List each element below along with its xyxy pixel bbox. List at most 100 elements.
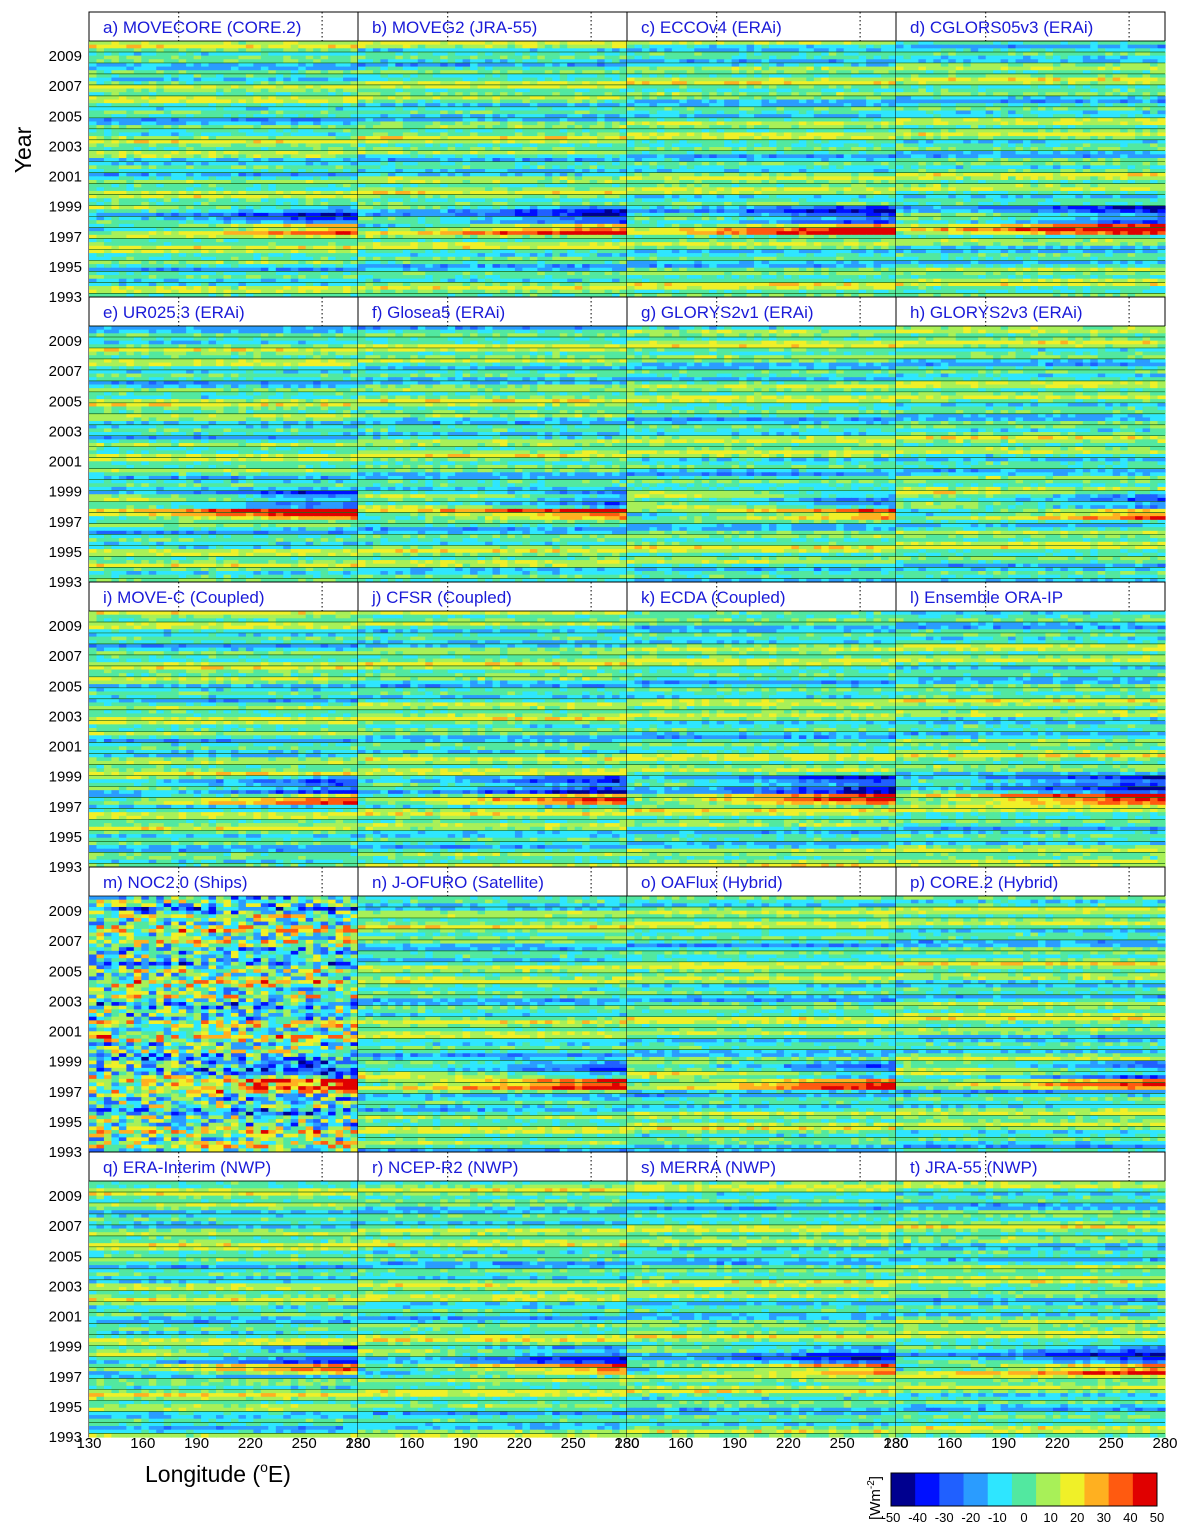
- heat-cell: [313, 129, 321, 133]
- heat-cell: [209, 121, 217, 125]
- heat-cell: [164, 275, 172, 279]
- heat-cell: [216, 45, 224, 49]
- heat-cell: [141, 162, 149, 166]
- heat-cell: [194, 85, 202, 89]
- heat-cell: [134, 63, 142, 67]
- heat-cell: [179, 56, 187, 60]
- heat-cell: [388, 41, 396, 45]
- heat-cell: [276, 56, 284, 60]
- heat-cell: [194, 249, 202, 253]
- heat-cell: [156, 89, 164, 93]
- heat-cell: [141, 110, 149, 114]
- heat-cell: [313, 195, 321, 199]
- heat-cell: [126, 154, 134, 158]
- heat-cell: [134, 282, 142, 286]
- heat-cell: [179, 154, 187, 158]
- heat-cell: [126, 132, 134, 136]
- heat-cell: [179, 165, 187, 169]
- heat-cell: [186, 143, 194, 147]
- heat-cell: [291, 85, 299, 89]
- heat-cell: [149, 286, 157, 290]
- heat-cell: [321, 151, 329, 155]
- heat-cell: [238, 151, 246, 155]
- heat-cell: [522, 41, 530, 45]
- heat-cell: [209, 187, 217, 191]
- heat-cell: [328, 176, 336, 180]
- heat-cell: [149, 217, 157, 221]
- heat-cell: [268, 56, 276, 60]
- heat-cell: [291, 264, 299, 268]
- heat-cell: [201, 260, 209, 264]
- heat-cell: [119, 176, 127, 180]
- heat-cell: [328, 220, 336, 224]
- heat-cell: [104, 63, 112, 67]
- heat-cell: [134, 78, 142, 82]
- heat-cell: [224, 74, 232, 78]
- heat-cell: [104, 100, 112, 104]
- heat-cell: [134, 74, 142, 78]
- heat-cell: [253, 121, 261, 125]
- heat-cell: [440, 41, 448, 45]
- heat-cell: [276, 118, 284, 122]
- heat-cell: [351, 187, 359, 191]
- heat-cell: [164, 154, 172, 158]
- heat-cell: [149, 228, 157, 232]
- heat-cell: [119, 242, 127, 246]
- heat-cell: [253, 198, 261, 202]
- heat-cell: [164, 132, 172, 136]
- heat-cell: [343, 78, 351, 82]
- heat-cell: [261, 220, 269, 224]
- heat-cell: [96, 78, 104, 82]
- heat-cell: [283, 107, 291, 111]
- heat-cell: [194, 198, 202, 202]
- heat-cell: [216, 151, 224, 155]
- heat-cell: [119, 85, 127, 89]
- heat-cell: [313, 45, 321, 49]
- heat-cell: [351, 143, 359, 147]
- heat-cell: [126, 165, 134, 169]
- heat-cell: [104, 253, 112, 257]
- heat-cell: [186, 74, 194, 78]
- heat-cell: [351, 67, 359, 71]
- heat-cell: [96, 249, 104, 253]
- heat-cell: [328, 264, 336, 268]
- heat-cell: [291, 100, 299, 104]
- heat-cell: [253, 100, 261, 104]
- heat-cell: [194, 264, 202, 268]
- heat-cell: [96, 162, 104, 166]
- heat-cell: [246, 143, 254, 147]
- heat-cell: [336, 67, 344, 71]
- heat-cell: [164, 129, 172, 133]
- heat-cell: [111, 162, 119, 166]
- heat-cell: [111, 275, 119, 279]
- heat-cell: [201, 132, 209, 136]
- heat-cell: [321, 195, 329, 199]
- heat-cell: [89, 176, 97, 180]
- heat-cell: [156, 217, 164, 221]
- heat-cell: [351, 173, 359, 177]
- heat-cell: [164, 165, 172, 169]
- heat-cell: [119, 249, 127, 253]
- heat-cell: [298, 89, 306, 93]
- heat-cell: [134, 238, 142, 242]
- heat-cell: [216, 264, 224, 268]
- heat-cell: [268, 209, 276, 213]
- heat-cell: [89, 253, 97, 257]
- heat-cell: [246, 63, 254, 67]
- heat-cell: [253, 151, 261, 155]
- heat-cell: [321, 63, 329, 67]
- heat-cell: [328, 231, 336, 235]
- heat-cell: [216, 132, 224, 136]
- heat-cell: [141, 209, 149, 213]
- heat-cell: [96, 45, 104, 49]
- heat-cell: [283, 100, 291, 104]
- heat-cell: [253, 74, 261, 78]
- heat-cell: [403, 41, 411, 45]
- heat-cell: [276, 249, 284, 253]
- heat-cell: [96, 41, 104, 45]
- heat-cell: [351, 162, 359, 166]
- heat-cell: [186, 220, 194, 224]
- heat-cell: [253, 67, 261, 71]
- heat-cell: [171, 249, 179, 253]
